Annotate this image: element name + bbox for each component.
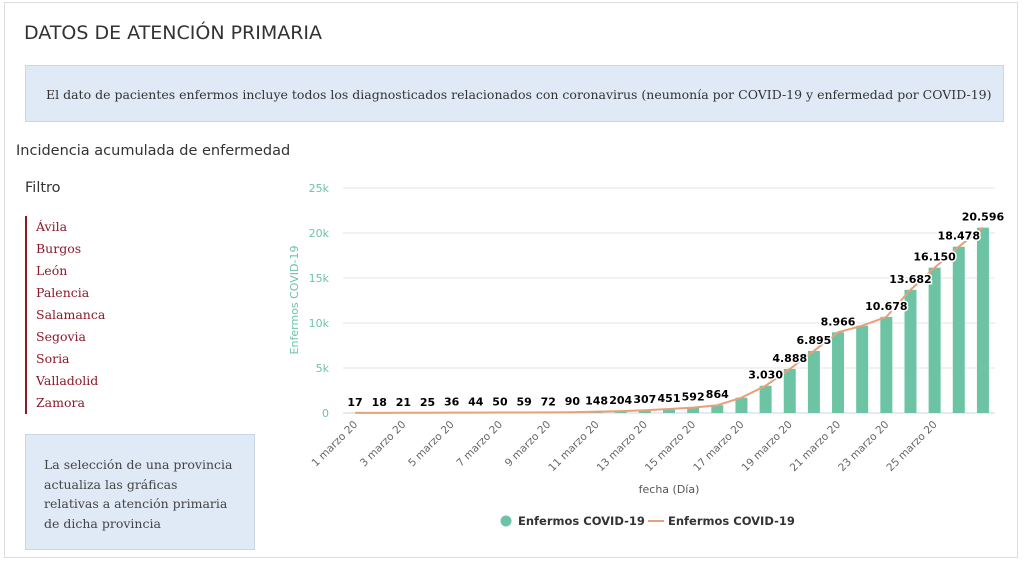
y-tick-label: 15k: [309, 272, 330, 285]
data-label: 3.030: [748, 369, 783, 382]
x-tick-label: 23 marzo 20: [836, 419, 891, 474]
data-label: 10.678: [865, 300, 907, 313]
bar: [687, 407, 700, 413]
province[interactable]: Valladolid: [36, 373, 99, 388]
panel: [4, 2, 1018, 558]
province[interactable]: Palencia: [36, 285, 90, 300]
data-label: 6.895: [796, 334, 831, 347]
province[interactable]: Salamanca: [36, 307, 106, 322]
y-axis-title: Enfermos COVID-19: [288, 246, 301, 355]
bar: [759, 385, 772, 413]
province[interactable]: Ávila: [36, 219, 68, 234]
bar: [976, 227, 989, 413]
notice: El dato de pacientes enfermos incluye to…: [25, 65, 1004, 122]
legend-label: Enfermos COVID-19: [668, 514, 795, 528]
filter-title: Filtro: [25, 180, 61, 196]
y-tick-label: 5k: [316, 362, 330, 375]
data-label: 307: [633, 393, 656, 406]
data-label: 16.150: [913, 251, 956, 264]
bar: [663, 408, 675, 413]
bar: [711, 405, 724, 413]
province[interactable]: Zamora: [36, 395, 85, 410]
data-label: 59: [516, 395, 531, 408]
x-tick-label: 25 marzo 20: [884, 419, 939, 474]
x-tick-label: 21 marzo 20: [788, 419, 843, 474]
data-label: 44: [468, 396, 484, 409]
x-tick-label: 19 marzo 20: [739, 419, 794, 474]
bar: [952, 246, 965, 413]
data-label: 50: [492, 396, 508, 409]
bar: [735, 397, 748, 413]
y-tick-label: 20k: [309, 227, 330, 240]
y-tick-label: 0: [322, 407, 329, 420]
data-label: 592: [682, 391, 705, 404]
data-label: 21: [396, 396, 411, 409]
x-tick-label: 1 marzo 20: [310, 419, 361, 470]
province-list: Ávila Burgos León Palencia Salamanca Segovia S…: [25, 216, 105, 414]
data-label: 13.682: [889, 273, 931, 286]
x-tick-label: 15 marzo 20: [643, 419, 698, 474]
province[interactable]: Segovia: [36, 329, 86, 344]
province[interactable]: León: [36, 263, 68, 278]
x-tick-label: 13 marzo 20: [595, 419, 650, 474]
data-label: 4.888: [772, 352, 807, 365]
data-label: 451: [658, 392, 681, 405]
x-tick-label: 17 marzo 20: [691, 419, 746, 474]
legend-label: Enfermos COVID-19: [518, 514, 645, 528]
data-label: 90: [565, 395, 581, 408]
data-label: 72: [541, 395, 556, 408]
section-title: Incidencia acumulada de enfermedad: [16, 143, 291, 159]
x-tick-label: 11 marzo 20: [546, 419, 601, 474]
data-label: 17: [347, 396, 362, 409]
y-tick-label: 25k: [309, 182, 330, 195]
province[interactable]: Soria: [36, 351, 70, 366]
x-axis-title: fecha (Día): [639, 483, 700, 496]
data-label: 204: [609, 394, 632, 407]
x-tick-label: 9 marzo 20: [503, 419, 554, 470]
page-title: DATOS DE ATENCIÓN PRIMARIA: [24, 22, 323, 44]
data-label: 8.966: [821, 315, 856, 328]
data-label: 36: [444, 396, 460, 409]
y-tick-label: 10k: [309, 317, 330, 330]
line: [355, 226, 984, 414]
data-label: 18.478: [938, 230, 980, 243]
bar: [880, 316, 893, 413]
bar: [904, 289, 917, 413]
bar: [832, 332, 845, 413]
data-label: 25: [420, 396, 435, 409]
data-label: 18: [372, 396, 387, 409]
x-tick-label: 5 marzo 20: [406, 419, 457, 470]
data-label: 148: [585, 395, 608, 408]
x-tick-label: 3 marzo 20: [358, 419, 409, 470]
legend-marker: [500, 515, 512, 527]
x-tick-label: 7 marzo 20: [454, 419, 505, 470]
data-label: 20.596: [962, 211, 1005, 224]
bar: [783, 369, 796, 413]
data-label: 864: [706, 388, 729, 401]
bar: [807, 350, 820, 413]
info-box: La selección de una provincia actualiza …: [25, 434, 255, 550]
bar: [856, 325, 869, 413]
bar: [638, 410, 651, 413]
province[interactable]: Burgos: [36, 241, 82, 256]
bar: [928, 267, 941, 413]
